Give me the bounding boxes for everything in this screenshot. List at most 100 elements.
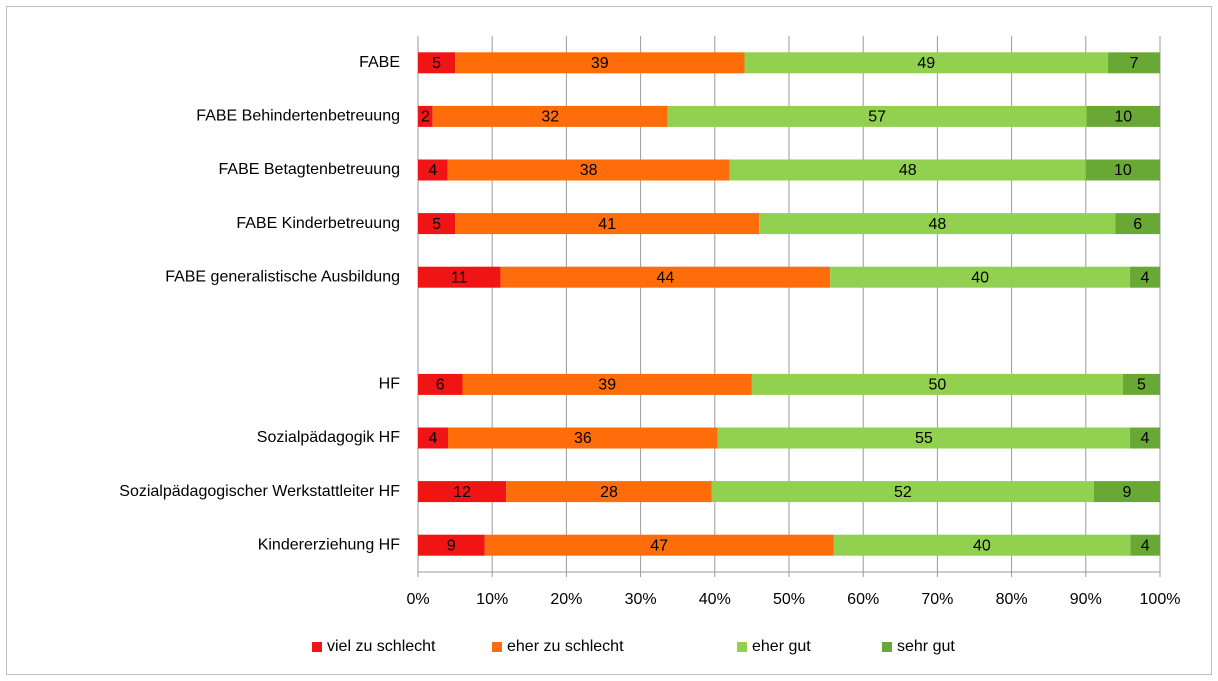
data-label: 57 <box>868 109 886 126</box>
bar-segment <box>711 481 1094 503</box>
data-label: 11 <box>451 269 468 286</box>
bar-segment <box>462 373 752 395</box>
data-label: 6 <box>436 377 445 394</box>
bar-segment <box>418 213 456 235</box>
bar-segment <box>418 534 485 556</box>
bar-segment <box>1086 105 1160 127</box>
y-tick-label: Sozialpädagogik HF <box>257 429 400 446</box>
data-label: 6 <box>1133 216 1142 233</box>
bar-segment <box>500 266 831 288</box>
data-label: 5 <box>432 55 441 72</box>
legend-label: viel zu schlecht <box>327 638 436 655</box>
bar-segment <box>1130 266 1160 288</box>
x-tick-label: 50% <box>773 591 805 608</box>
legend-swatch <box>882 642 892 652</box>
data-label: 4 <box>1141 269 1150 286</box>
y-tick-label: FABE Kinderbetreuung <box>236 215 400 232</box>
data-label: 40 <box>973 537 991 554</box>
data-label: 55 <box>915 430 933 447</box>
data-label: 28 <box>600 484 618 501</box>
data-label: 38 <box>580 162 598 179</box>
x-tick-label: 90% <box>1070 591 1102 608</box>
data-label: 48 <box>899 162 917 179</box>
data-label: 49 <box>917 55 935 72</box>
data-label: 4 <box>1141 537 1150 554</box>
bar-segment <box>455 52 745 74</box>
bar-segment <box>1122 373 1160 395</box>
data-label: 47 <box>650 537 668 554</box>
y-tick-label: Sozialpädagogischer Werkstattleiter HF <box>119 483 400 500</box>
legend-label: eher zu schlecht <box>507 638 624 655</box>
legend-swatch <box>492 642 502 652</box>
data-label: 4 <box>429 430 438 447</box>
data-label: 5 <box>432 216 441 233</box>
x-tick-label: 20% <box>550 591 582 608</box>
data-label: 36 <box>574 430 592 447</box>
data-label: 10 <box>1114 109 1132 126</box>
y-tick-label: HF <box>379 376 401 393</box>
y-tick-label: FABE generalistische Ausbildung <box>165 268 400 285</box>
bar-segment <box>1130 427 1160 449</box>
legend-swatch <box>312 642 322 652</box>
bar-segment <box>729 159 1086 181</box>
bar-segment <box>484 534 834 556</box>
bar-segment <box>447 427 718 449</box>
bar-segment <box>1085 159 1160 181</box>
bar-segment <box>418 481 507 503</box>
data-label: 4 <box>1141 430 1150 447</box>
legend-label: eher gut <box>752 638 811 655</box>
legend-swatch <box>737 642 747 652</box>
bar-segment <box>744 52 1109 74</box>
x-tick-label: 40% <box>699 591 731 608</box>
y-tick-label: Kindererziehung HF <box>258 536 401 553</box>
data-label: 48 <box>929 216 947 233</box>
y-tick-label: FABE <box>359 54 400 71</box>
bar-segment <box>447 159 730 181</box>
bar-segment <box>751 373 1123 395</box>
x-tick-label: 0% <box>406 591 429 608</box>
bar-segment <box>1093 481 1160 503</box>
data-label: 41 <box>598 216 616 233</box>
y-tick-label: FABE Behindertenbetreuung <box>196 108 400 125</box>
x-tick-label: 80% <box>996 591 1028 608</box>
x-tick-label: 10% <box>476 591 508 608</box>
bar-segment <box>418 52 456 74</box>
x-tick-label: 30% <box>625 591 657 608</box>
data-label: 10 <box>1114 162 1132 179</box>
x-tick-label: 60% <box>847 591 879 608</box>
bar-segment <box>1115 213 1160 235</box>
bar-segment <box>830 266 1131 288</box>
data-label: 9 <box>1122 484 1131 501</box>
bar-segment <box>418 159 448 181</box>
data-label: 2 <box>421 109 430 126</box>
data-label: 44 <box>656 269 674 286</box>
bar-segment <box>432 105 668 127</box>
data-label: 40 <box>971 269 989 286</box>
bar-segment <box>418 105 433 127</box>
bar-segment <box>455 213 760 235</box>
legend-label: sehr gut <box>897 638 955 655</box>
bar-segment <box>418 373 463 395</box>
y-tick-label: FABE Betagtenbetreuung <box>219 161 400 178</box>
data-label: 39 <box>598 377 616 394</box>
data-label: 50 <box>929 377 947 394</box>
bar-segment <box>1108 52 1160 74</box>
bar-segment <box>667 105 1087 127</box>
bar-segment <box>717 427 1131 449</box>
bar-segment <box>418 266 501 288</box>
x-tick-label: 100% <box>1140 591 1181 608</box>
data-label: 39 <box>591 55 609 72</box>
data-label: 12 <box>453 484 471 501</box>
data-label: 9 <box>447 537 456 554</box>
data-label: 4 <box>428 162 437 179</box>
bar-segment <box>506 481 712 503</box>
data-label: 32 <box>541 109 559 126</box>
bar-segment <box>418 427 448 449</box>
bar-segment <box>1130 534 1160 556</box>
data-label: 5 <box>1137 377 1146 394</box>
bar-segment <box>759 213 1116 235</box>
data-label: 52 <box>894 484 912 501</box>
x-tick-label: 70% <box>921 591 953 608</box>
data-label: 7 <box>1130 55 1139 72</box>
